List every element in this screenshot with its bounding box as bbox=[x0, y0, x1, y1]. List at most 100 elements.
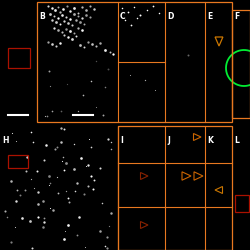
Point bbox=[126, 10, 130, 14]
Point bbox=[41, 199, 45, 203]
Point bbox=[36, 215, 40, 219]
Point bbox=[68, 17, 72, 21]
Point bbox=[29, 130, 33, 134]
Point bbox=[92, 187, 96, 191]
Point bbox=[50, 18, 54, 22]
Point bbox=[41, 225, 45, 229]
Point bbox=[109, 146, 113, 150]
Point bbox=[30, 246, 34, 250]
Point bbox=[52, 14, 56, 18]
Point bbox=[62, 168, 66, 172]
Point bbox=[60, 30, 64, 34]
Point bbox=[55, 145, 59, 149]
Point bbox=[120, 6, 124, 10]
Point bbox=[82, 93, 86, 97]
Point bbox=[74, 181, 78, 185]
Point bbox=[73, 189, 77, 193]
Point bbox=[42, 216, 46, 220]
Point bbox=[88, 15, 92, 19]
Point bbox=[52, 26, 56, 30]
Point bbox=[50, 109, 54, 113]
Point bbox=[75, 233, 79, 237]
Point bbox=[129, 23, 133, 27]
Point bbox=[72, 142, 76, 146]
Point bbox=[56, 28, 60, 32]
Point bbox=[66, 196, 70, 200]
Point bbox=[24, 169, 28, 173]
Point bbox=[66, 35, 70, 39]
Point bbox=[76, 11, 80, 15]
Point bbox=[74, 18, 78, 22]
Text: I: I bbox=[120, 136, 123, 145]
Point bbox=[66, 224, 70, 228]
Point bbox=[132, 5, 136, 9]
Point bbox=[55, 175, 59, 179]
Point bbox=[107, 224, 111, 228]
Point bbox=[9, 240, 13, 244]
Point bbox=[18, 193, 22, 197]
Point bbox=[32, 186, 36, 190]
Point bbox=[36, 190, 40, 194]
Point bbox=[52, 208, 56, 212]
Point bbox=[76, 108, 80, 112]
Point bbox=[60, 13, 64, 17]
Point bbox=[80, 16, 84, 20]
Point bbox=[61, 7, 65, 11]
Point bbox=[62, 127, 66, 131]
Point bbox=[108, 211, 112, 215]
Point bbox=[25, 155, 29, 159]
Text: L: L bbox=[234, 136, 239, 145]
Point bbox=[128, 73, 132, 77]
Point bbox=[23, 188, 27, 192]
Point bbox=[10, 130, 14, 134]
Point bbox=[46, 4, 50, 8]
Point bbox=[101, 113, 105, 117]
Point bbox=[67, 200, 71, 204]
Point bbox=[50, 6, 54, 10]
Point bbox=[89, 174, 93, 178]
Point bbox=[83, 245, 87, 249]
Point bbox=[76, 26, 80, 30]
Point bbox=[5, 215, 9, 219]
Point bbox=[186, 53, 190, 57]
Point bbox=[86, 184, 90, 188]
Point bbox=[68, 29, 72, 33]
Point bbox=[48, 181, 52, 185]
Point bbox=[153, 88, 157, 92]
Point bbox=[94, 105, 98, 109]
Point bbox=[56, 5, 60, 9]
Point bbox=[145, 8, 149, 12]
Point bbox=[135, 16, 139, 20]
Point bbox=[53, 147, 57, 151]
Bar bbox=[8, 48, 30, 68]
Point bbox=[98, 166, 102, 170]
Point bbox=[106, 138, 110, 141]
Point bbox=[9, 178, 13, 182]
Point bbox=[78, 43, 82, 47]
Point bbox=[58, 10, 62, 14]
Point bbox=[62, 33, 66, 37]
Point bbox=[92, 178, 96, 182]
Point bbox=[123, 18, 127, 22]
Point bbox=[70, 23, 74, 27]
Point bbox=[82, 192, 86, 196]
Text: F: F bbox=[234, 12, 239, 21]
Text: K: K bbox=[207, 136, 213, 145]
Point bbox=[143, 78, 147, 82]
Point bbox=[84, 164, 87, 168]
Point bbox=[100, 201, 103, 205]
Point bbox=[105, 246, 109, 250]
Point bbox=[84, 8, 88, 12]
Point bbox=[30, 140, 34, 144]
Point bbox=[50, 42, 54, 46]
Point bbox=[48, 12, 52, 16]
Point bbox=[151, 4, 155, 8]
Point bbox=[68, 9, 72, 13]
Point bbox=[108, 50, 112, 54]
Point bbox=[42, 158, 46, 162]
Point bbox=[15, 188, 19, 192]
Point bbox=[29, 177, 33, 181]
Text: E: E bbox=[207, 12, 212, 21]
Point bbox=[28, 219, 32, 223]
Point bbox=[84, 13, 88, 17]
